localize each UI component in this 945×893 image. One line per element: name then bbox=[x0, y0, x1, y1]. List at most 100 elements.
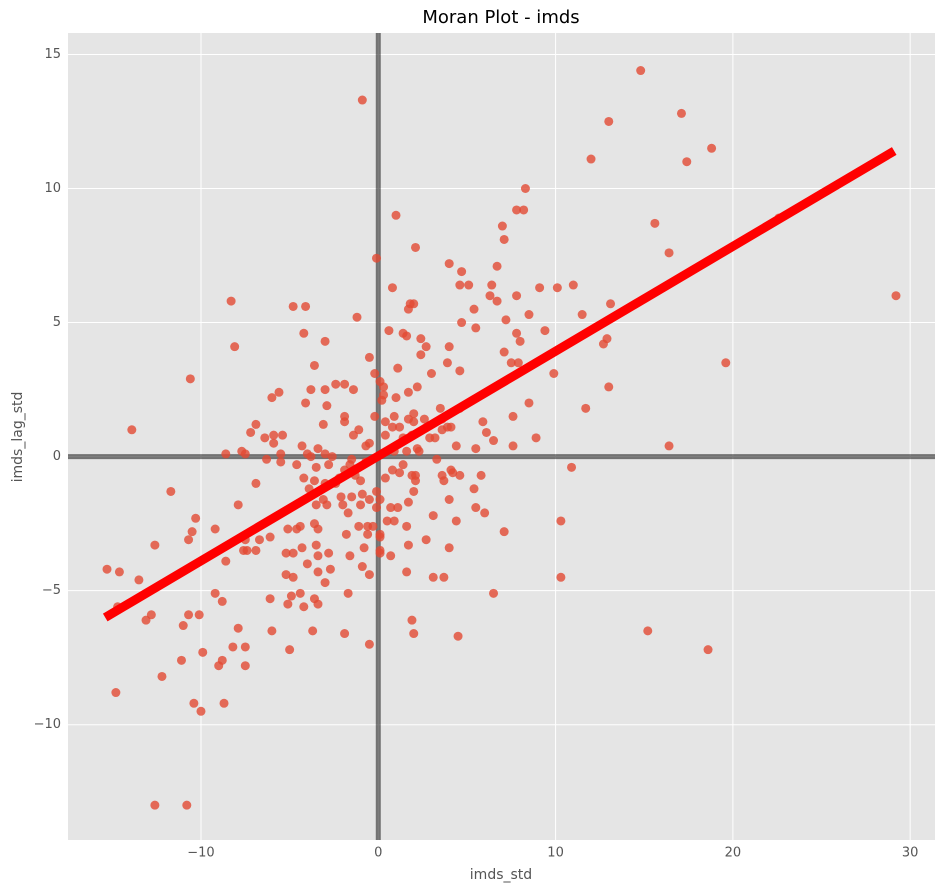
point bbox=[606, 299, 616, 309]
point bbox=[196, 706, 206, 716]
point bbox=[102, 564, 112, 574]
point bbox=[157, 671, 167, 681]
point bbox=[432, 454, 442, 464]
point bbox=[444, 495, 454, 505]
y-axis-label: imds_lag_std bbox=[10, 392, 26, 483]
point bbox=[524, 398, 534, 408]
point bbox=[359, 543, 369, 553]
point bbox=[251, 478, 261, 488]
point bbox=[364, 570, 374, 580]
point bbox=[471, 444, 481, 454]
point bbox=[391, 393, 401, 403]
point bbox=[372, 486, 382, 496]
point bbox=[325, 564, 335, 574]
x-tick-label: −10 bbox=[187, 846, 214, 861]
point bbox=[380, 473, 390, 483]
point bbox=[221, 556, 231, 566]
point bbox=[409, 486, 419, 496]
point bbox=[403, 304, 413, 314]
point bbox=[269, 438, 279, 448]
point bbox=[556, 572, 566, 582]
point bbox=[322, 401, 332, 411]
point bbox=[141, 615, 151, 625]
point bbox=[586, 154, 596, 164]
point bbox=[217, 596, 227, 606]
point bbox=[127, 425, 137, 435]
point bbox=[395, 468, 405, 478]
point bbox=[311, 540, 321, 550]
point bbox=[453, 631, 463, 641]
y-tick-label: 15 bbox=[44, 47, 61, 62]
point bbox=[387, 465, 397, 475]
point bbox=[324, 460, 334, 470]
point bbox=[283, 524, 293, 534]
point bbox=[357, 95, 367, 105]
point bbox=[402, 446, 412, 456]
point bbox=[299, 602, 309, 612]
point bbox=[320, 578, 330, 588]
point bbox=[604, 116, 614, 126]
point bbox=[395, 422, 405, 432]
point bbox=[288, 572, 298, 582]
point bbox=[382, 516, 392, 526]
point bbox=[437, 425, 447, 435]
point bbox=[295, 588, 305, 598]
point bbox=[228, 642, 238, 652]
y-tick-label: 5 bbox=[53, 315, 61, 330]
point bbox=[375, 495, 385, 505]
y-tick-label: 10 bbox=[44, 181, 61, 196]
point bbox=[372, 503, 382, 513]
point bbox=[320, 449, 330, 459]
point bbox=[361, 441, 371, 451]
point bbox=[299, 473, 309, 483]
point bbox=[512, 291, 522, 301]
point bbox=[306, 385, 316, 395]
point bbox=[512, 205, 522, 215]
point bbox=[421, 342, 431, 352]
point bbox=[464, 280, 474, 290]
point bbox=[364, 639, 374, 649]
point bbox=[448, 468, 458, 478]
point bbox=[308, 626, 318, 636]
point bbox=[297, 543, 307, 553]
point bbox=[338, 500, 348, 510]
point bbox=[348, 385, 358, 395]
point bbox=[377, 395, 387, 405]
point bbox=[508, 441, 518, 451]
point bbox=[281, 570, 291, 580]
point bbox=[380, 417, 390, 427]
point bbox=[267, 626, 277, 636]
point bbox=[568, 280, 578, 290]
point bbox=[407, 615, 417, 625]
point bbox=[265, 594, 275, 604]
point bbox=[150, 800, 160, 810]
point bbox=[357, 562, 367, 572]
x-tick-label: 20 bbox=[725, 846, 742, 861]
plot-area bbox=[68, 33, 935, 840]
point bbox=[402, 521, 412, 531]
point bbox=[348, 430, 358, 440]
point bbox=[233, 623, 243, 633]
point bbox=[549, 368, 559, 378]
point bbox=[318, 419, 328, 429]
point bbox=[499, 234, 509, 244]
point bbox=[519, 205, 529, 215]
point bbox=[384, 326, 394, 336]
point bbox=[324, 548, 334, 558]
point bbox=[387, 422, 397, 432]
point bbox=[375, 548, 385, 558]
point bbox=[379, 382, 389, 392]
point bbox=[210, 588, 220, 598]
point bbox=[184, 610, 194, 620]
point bbox=[489, 436, 499, 446]
point bbox=[299, 328, 309, 338]
point bbox=[531, 433, 541, 443]
point bbox=[444, 342, 454, 352]
point bbox=[356, 500, 366, 510]
point bbox=[721, 358, 731, 368]
point bbox=[540, 326, 550, 336]
point bbox=[340, 629, 350, 639]
point bbox=[402, 567, 412, 577]
